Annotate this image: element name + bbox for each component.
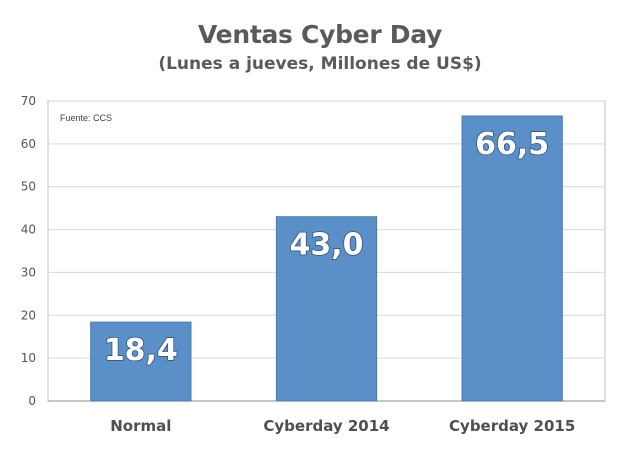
chart-title: Ventas Cyber Day	[197, 20, 443, 49]
bar	[275, 216, 378, 402]
data-label: 66,5	[475, 127, 549, 162]
bar	[461, 115, 563, 402]
x-tick-label: Cyberday 2015	[449, 417, 575, 435]
y-tick-label: 20	[21, 308, 36, 322]
y-tick-label: 70	[21, 94, 36, 108]
data-label: 43,0	[289, 228, 363, 263]
x-tick-label: Normal	[110, 417, 171, 435]
chart-subtitle: (Lunes a jueves, Millones de US$)	[158, 54, 482, 74]
y-tick-label: 60	[21, 137, 36, 151]
data-label: 18,4	[104, 333, 178, 368]
y-tick-label: 10	[21, 351, 36, 365]
bar	[90, 321, 192, 402]
y-tick-label: 0	[28, 394, 36, 408]
y-tick-label: 40	[21, 223, 36, 237]
y-tick-label: 30	[21, 265, 36, 279]
x-tick-label: Cyberday 2014	[263, 417, 389, 435]
y-tick-label: 50	[21, 180, 36, 194]
source-note: Fuente: CCS	[60, 113, 112, 123]
